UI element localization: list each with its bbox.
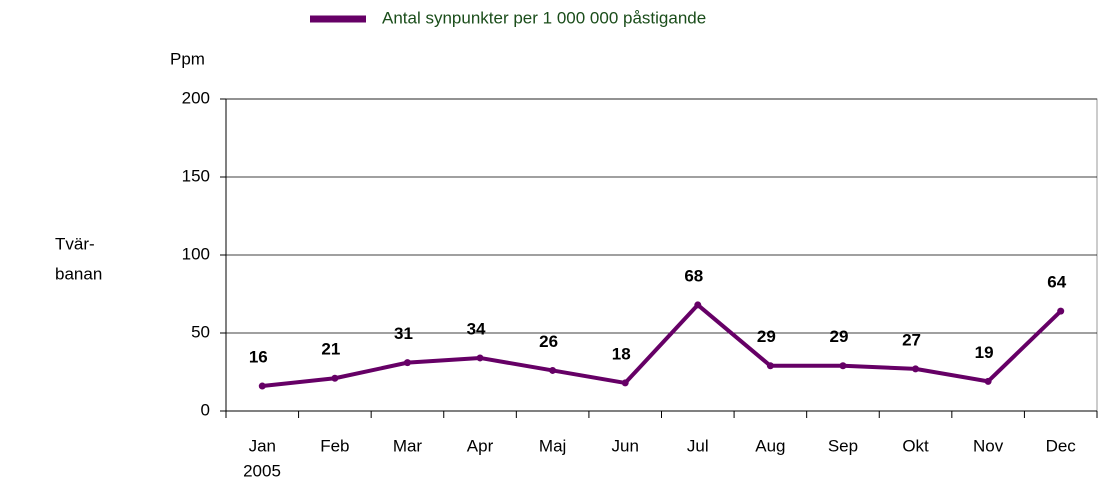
point: [258, 382, 266, 390]
x-tick-label: Mar: [393, 436, 423, 455]
side-label: Tvär-: [55, 234, 95, 253]
point: [621, 379, 629, 387]
y-axis-label: Ppm: [170, 49, 205, 68]
value-label: 68: [684, 266, 703, 285]
point: [766, 362, 774, 370]
x-tick-label: Maj: [539, 436, 566, 455]
y-tick-label: 0: [201, 400, 210, 419]
value-label: 27: [902, 330, 921, 349]
value-label: 31: [394, 324, 413, 343]
value-label: 21: [321, 340, 340, 359]
value-label: 16: [249, 348, 268, 367]
value-label: 34: [467, 319, 486, 338]
legend-label: Antal synpunkter per 1 000 000 påstigand…: [382, 8, 706, 27]
value-label: 26: [539, 332, 558, 351]
x-tick-label: Apr: [467, 436, 494, 455]
point: [1057, 307, 1065, 315]
point: [694, 301, 702, 309]
y-tick-label: 200: [182, 88, 210, 107]
value-label: 29: [757, 327, 776, 346]
x-tick-label: Dec: [1046, 436, 1077, 455]
x-tick-label: Okt: [902, 436, 929, 455]
point: [984, 377, 992, 385]
series-line: [262, 302, 1063, 389]
point: [912, 365, 920, 373]
y-tick-label: 50: [191, 322, 210, 341]
point: [549, 366, 557, 374]
x-tick-label: Sep: [828, 436, 858, 455]
point: [839, 362, 847, 370]
x-tick-label: Feb: [320, 436, 349, 455]
value-label: 18: [612, 344, 631, 363]
x-tick-label: Nov: [973, 436, 1004, 455]
x-year-label: 2005: [243, 461, 281, 480]
value-label: 64: [1047, 273, 1066, 292]
point: [331, 374, 339, 382]
y-tick-label: 150: [182, 166, 210, 185]
x-tick-label: Jun: [611, 436, 638, 455]
value-label: 19: [975, 343, 994, 362]
side-label: banan: [55, 264, 102, 283]
point: [403, 359, 411, 367]
x-tick-label: Aug: [755, 436, 785, 455]
x-tick-label: Jan: [249, 436, 276, 455]
point: [476, 354, 484, 362]
value-label: 29: [829, 327, 848, 346]
x-tick-label: Jul: [687, 436, 709, 455]
y-tick-label: 100: [182, 244, 210, 263]
